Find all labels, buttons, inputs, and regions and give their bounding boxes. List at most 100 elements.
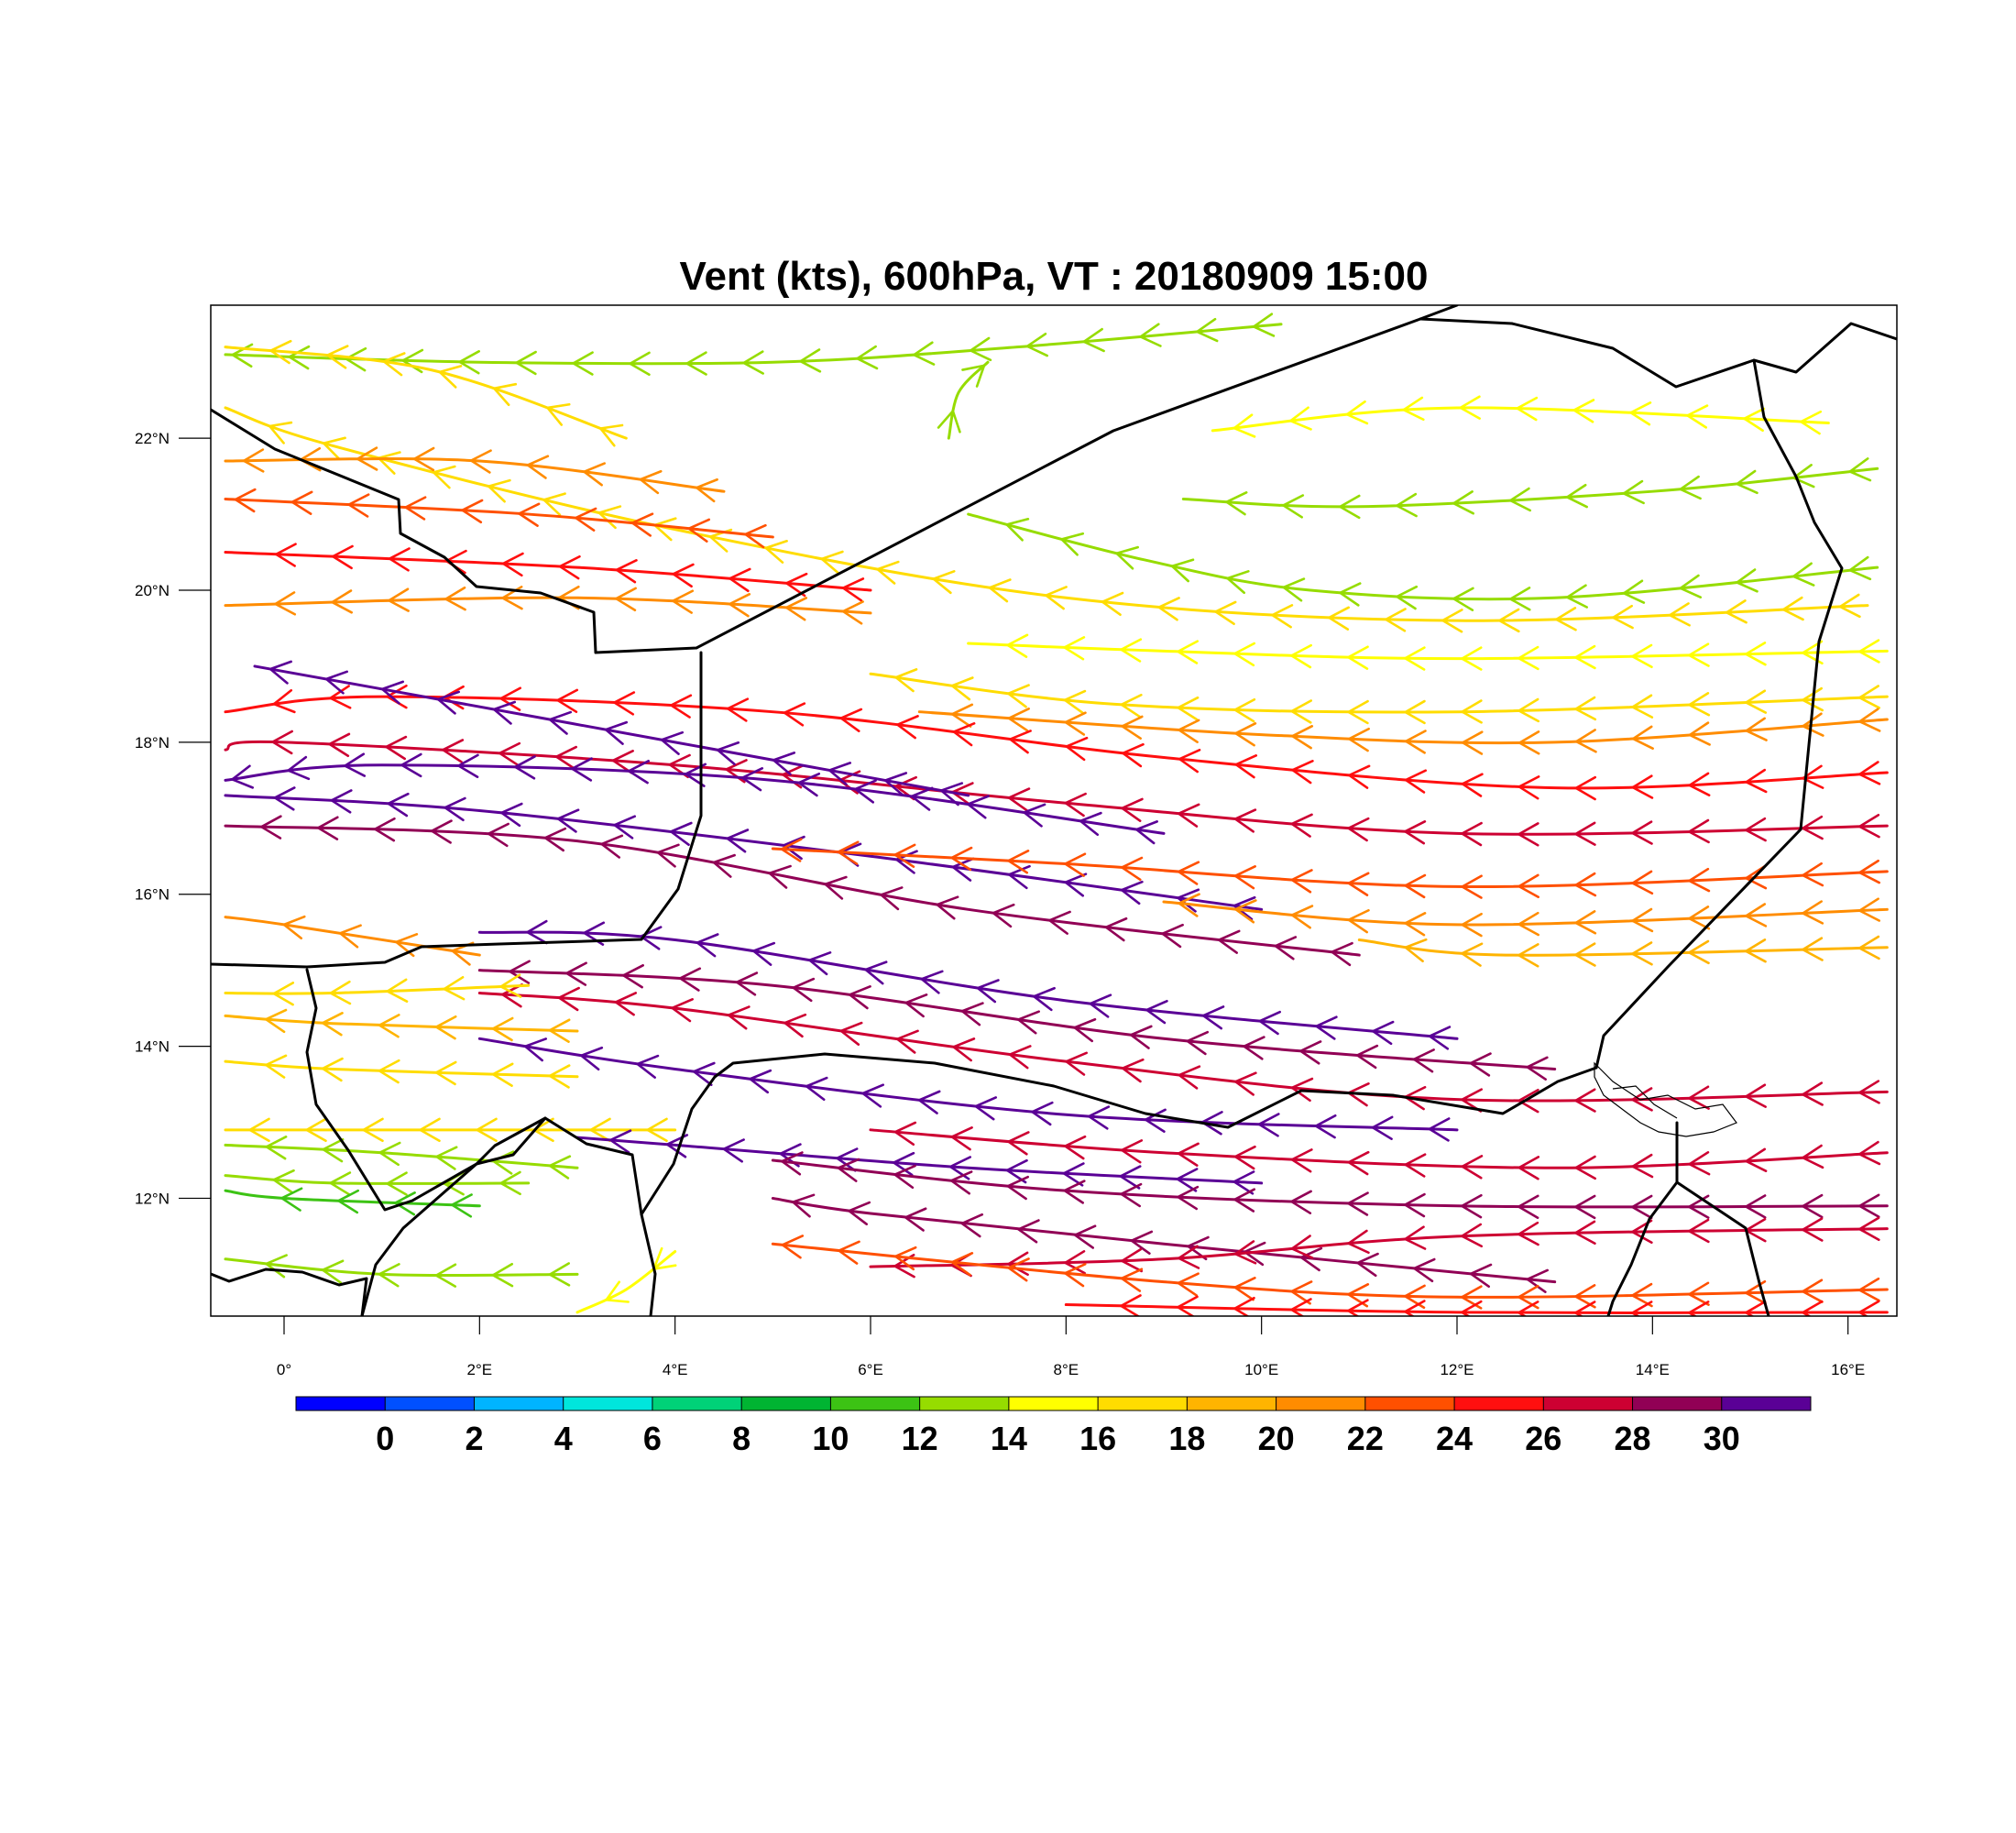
streamline [224, 1117, 677, 1143]
streamline-arrowhead [1679, 475, 1702, 500]
streamline-arrowhead [805, 1076, 828, 1102]
streamline-arrowhead [435, 1146, 458, 1170]
x-tick-label: 2°E [467, 1361, 493, 1378]
streamline-arrowhead [904, 993, 928, 1018]
colorbar-swatch [652, 1397, 742, 1410]
streamline [224, 488, 774, 549]
streamline-arrowhead [571, 757, 593, 782]
streamline-arrowhead [1402, 396, 1425, 422]
streamline-arrowhead [337, 1189, 360, 1214]
streamline-arrowhead [1064, 1135, 1087, 1160]
streamline-arrowhead [1858, 897, 1880, 922]
streamline-arrowhead [344, 752, 367, 777]
streamline-arrowhead [1802, 1144, 1824, 1169]
streamline-arrowhead [451, 1193, 473, 1218]
streamline-arrowhead [960, 1213, 984, 1238]
colorbar-label: 10 [812, 1420, 849, 1457]
streamline-arrowhead [1201, 1005, 1225, 1030]
streamline-arrowhead [783, 702, 806, 727]
streamline-arrowhead [1428, 1117, 1451, 1142]
colorbar-label: 16 [1079, 1420, 1116, 1457]
streamline-arrowhead [883, 772, 908, 796]
streamline-arrowhead [1274, 936, 1298, 960]
streamline-arrowhead [1574, 1194, 1596, 1220]
streamline-arrowhead [951, 857, 975, 882]
colorbar-swatch [385, 1397, 475, 1410]
streamline-arrowhead [1461, 699, 1483, 724]
streamline-arrowhead [1339, 494, 1361, 520]
streamline-arrowhead [735, 971, 759, 996]
colorbar-label: 20 [1258, 1420, 1295, 1457]
streamline-arrowhead [264, 1008, 288, 1034]
streamline-arrowhead [1122, 742, 1145, 768]
colorbar-swatch [1008, 1397, 1099, 1410]
streamline-arrowhead [936, 895, 959, 920]
streamline-arrowhead [1217, 929, 1241, 954]
streamline-arrowhead [615, 587, 637, 612]
streamline-arrowhead [1517, 730, 1540, 755]
streamline-arrowhead [1461, 821, 1483, 847]
streamline-arrowhead [988, 578, 1012, 603]
streamline-arrowhead [628, 759, 650, 785]
streamline-arrowhead [893, 1121, 917, 1147]
streamline-arrowhead [742, 350, 764, 375]
streamline-arrowhead [1517, 645, 1539, 671]
streamline-arrowhead [394, 1191, 416, 1216]
streamline-arrowhead [330, 789, 353, 814]
border-nigeria-east [1606, 1180, 1679, 1316]
streamline-arrowhead [548, 1155, 572, 1180]
streamline-arrowhead [1006, 633, 1029, 658]
streamline-arrowhead [1233, 1277, 1256, 1301]
streamline-arrowhead [913, 341, 936, 366]
streamline-arrowhead [950, 676, 974, 701]
streamline-arrowhead [1452, 587, 1474, 611]
border-benin [360, 1116, 547, 1316]
streamline-arrowhead [1461, 942, 1484, 967]
streamline-arrowhead [660, 730, 685, 755]
streamline-arrowhead [1314, 1114, 1337, 1139]
streamline-arrowhead [1347, 1229, 1370, 1255]
streamline-arrowhead [1858, 1216, 1880, 1242]
x-tick-label: 6°E [858, 1361, 883, 1378]
streamline-arrowhead [1412, 1048, 1435, 1073]
streamline-arrowhead [273, 786, 296, 811]
streamline-arrowhead [434, 1060, 457, 1086]
streamline-arrowhead [1526, 1056, 1549, 1081]
streamline-arrowhead [692, 1061, 716, 1086]
streamline-arrowhead [1178, 719, 1200, 743]
streamline-arrowhead [1290, 1190, 1312, 1214]
streamline-arrowhead [1271, 604, 1294, 629]
streamline-arrowhead [1517, 1194, 1539, 1219]
streamline-arrowhead [1668, 602, 1691, 627]
streamline-arrowhead [380, 680, 405, 705]
streamline-arrowhead [671, 998, 694, 1023]
colorbar-swatch [563, 1397, 653, 1410]
streamline-arrowhead [1404, 646, 1426, 671]
colorbar-swatch [1543, 1397, 1634, 1410]
streamline-arrowhead [611, 750, 634, 774]
streamline-arrowhead [305, 1117, 327, 1143]
streamline-arrowhead [1178, 748, 1201, 774]
streamline-arrowhead [838, 1240, 860, 1265]
streamline-arrowhead [1404, 873, 1427, 899]
streamline-arrowhead [783, 835, 805, 861]
streamline-arrowhead [950, 1126, 973, 1151]
streamline-arrowhead [1469, 1263, 1493, 1289]
streamline-arrowhead [937, 410, 961, 434]
streamline-arrowhead [378, 1014, 400, 1038]
streamline-arrowhead [669, 821, 693, 846]
streamline-arrowhead [1234, 899, 1257, 924]
streamline-arrowhead [1459, 395, 1481, 420]
streamline-arrowhead [1565, 584, 1588, 609]
streamline-arrowhead [386, 1171, 408, 1196]
streamline-arrowhead [992, 903, 1015, 928]
streamline-arrowhead [839, 708, 863, 732]
streamline-arrowhead [1233, 895, 1256, 921]
streamline-arrowhead [1243, 1036, 1265, 1060]
streamline-arrowhead [1574, 644, 1596, 670]
streamline-arrowhead [1802, 937, 1824, 961]
streamline-arrowhead [378, 1059, 400, 1084]
x-tick-label: 8°E [1054, 1361, 1079, 1378]
streamline-arrowhead [1233, 642, 1256, 667]
streamline-path [224, 695, 1889, 790]
